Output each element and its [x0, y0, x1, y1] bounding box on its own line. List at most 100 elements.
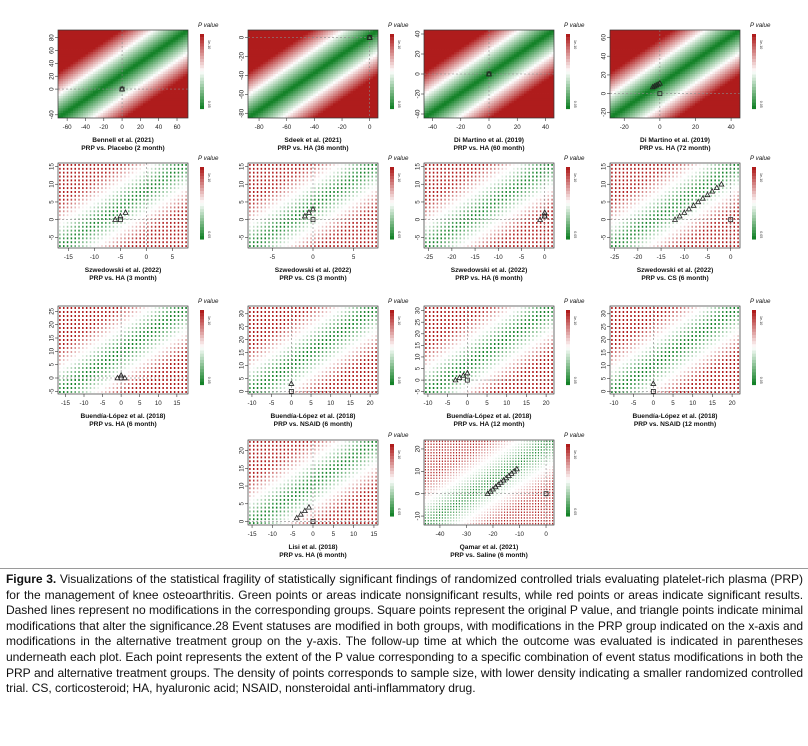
heatmap-cell — [140, 76, 144, 80]
heatmap-cell — [58, 34, 61, 38]
heatmap-cell — [160, 108, 164, 112]
heatmap-cell — [474, 103, 477, 107]
heatmap-cell — [135, 108, 139, 112]
heatmap-cell — [58, 110, 61, 114]
heatmap-cell — [300, 78, 304, 82]
heatmap-cell — [148, 42, 151, 46]
heatmap-cell — [431, 61, 435, 65]
heatmap-cell — [360, 83, 364, 87]
heatmap-cell — [110, 96, 114, 99]
heatmap-cell — [459, 81, 462, 85]
heatmap-cell — [446, 49, 450, 53]
heatmap-cell — [143, 96, 146, 99]
heatmap-cell — [353, 83, 356, 87]
heatmap-cell — [491, 115, 495, 118]
heatmap-cell — [70, 115, 74, 118]
heatmap-cell — [449, 39, 452, 43]
heatmap-cell — [138, 81, 141, 85]
heatmap-cell — [295, 110, 299, 114]
heatmap-cell — [280, 49, 284, 53]
heatmap-cell — [138, 93, 141, 97]
heatmap-cell — [300, 49, 304, 53]
heatmap-cell — [248, 61, 251, 65]
heatmap-cell — [454, 54, 457, 58]
heatmap-cell — [451, 110, 455, 114]
heatmap-cell — [158, 83, 161, 87]
heatmap-cell — [305, 54, 309, 58]
heatmap-cell — [285, 32, 289, 36]
heatmap-cell — [313, 93, 316, 97]
heatmap-cell — [313, 81, 316, 85]
heatmap-cell — [293, 113, 296, 116]
heatmap-cell — [80, 32, 84, 36]
heatmap-cell — [258, 98, 261, 102]
heatmap-cell — [454, 34, 457, 38]
heatmap-cell — [145, 34, 149, 38]
heatmap-cell — [135, 39, 139, 43]
heatmap-cell — [80, 108, 84, 112]
heatmap-cell — [481, 56, 485, 60]
heatmap-cell — [436, 52, 440, 55]
heatmap-cell — [459, 37, 462, 41]
heatmap-cell — [185, 81, 188, 85]
heatmap-cell — [285, 76, 289, 80]
heatmap-cell — [431, 56, 435, 60]
heatmap-cell — [75, 54, 79, 58]
heatmap-cell — [273, 32, 276, 36]
heatmap-cell — [278, 52, 281, 55]
heatmap-cell — [248, 44, 251, 48]
heatmap-cell — [105, 93, 109, 97]
heatmap-cell — [474, 86, 477, 90]
heatmap-cell — [250, 32, 254, 36]
heatmap-cell — [120, 71, 124, 75]
heatmap-cell — [158, 86, 161, 90]
heatmap-cell — [444, 83, 447, 87]
heatmap-cell — [90, 44, 94, 48]
heatmap-cell — [103, 100, 106, 104]
heatmap-cell — [338, 30, 341, 33]
heatmap-cell — [170, 76, 174, 80]
heatmap-cell — [178, 49, 181, 53]
heatmap-cell — [175, 100, 179, 104]
heatmap-cell — [315, 37, 319, 41]
heatmap-cell — [300, 30, 304, 33]
heatmap-cell — [340, 108, 344, 112]
heatmap-cell — [58, 98, 61, 102]
heatmap-cell — [303, 100, 306, 104]
heatmap-cell — [335, 64, 339, 68]
heatmap-cell — [466, 76, 470, 80]
heatmap-cell — [113, 61, 116, 65]
heatmap-cell — [255, 78, 259, 82]
heatmap-cell — [115, 34, 119, 38]
heatmap-cell — [298, 39, 301, 43]
heatmap-cell — [333, 52, 336, 55]
heatmap-cell — [484, 69, 487, 72]
heatmap-cell — [105, 105, 109, 109]
heatmap-cell — [263, 108, 266, 112]
heatmap-cell — [185, 64, 188, 68]
heatmap-cell — [93, 64, 96, 68]
heatmap-cell — [105, 91, 109, 94]
heatmap-cell — [439, 115, 442, 118]
heatmap-cell — [489, 69, 492, 72]
heatmap-cell — [431, 100, 435, 104]
heatmap-cell — [120, 76, 124, 80]
heatmap-cell — [454, 113, 457, 116]
heatmap-cell — [140, 56, 144, 60]
heatmap-cell — [486, 49, 490, 53]
heatmap-cell — [348, 103, 351, 107]
heatmap-cell — [88, 93, 91, 97]
heatmap-cell — [325, 32, 329, 36]
heatmap-cell — [426, 115, 430, 118]
heatmap-cell — [175, 37, 179, 41]
heatmap-cell — [494, 34, 497, 38]
heatmap-cell — [300, 37, 304, 41]
heatmap-cell — [345, 49, 349, 53]
heatmap-cell — [260, 91, 264, 94]
heatmap-cell — [113, 52, 116, 55]
heatmap-cell — [165, 78, 169, 82]
heatmap-cell — [330, 69, 334, 72]
heatmap-cell — [83, 52, 86, 55]
heatmap-cell — [250, 93, 254, 97]
heatmap-cell — [474, 44, 477, 48]
